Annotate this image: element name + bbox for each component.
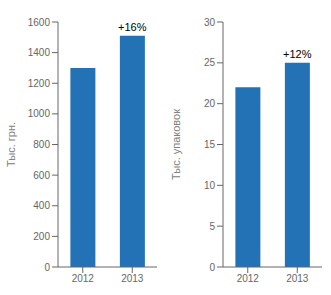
svg-text:Тыс. грн.: Тыс. грн. xyxy=(8,122,17,167)
svg-text:15: 15 xyxy=(204,139,216,150)
svg-text:+12%: +12% xyxy=(283,48,312,60)
svg-text:600: 600 xyxy=(33,170,50,181)
svg-text:2013: 2013 xyxy=(286,273,309,284)
svg-text:2012: 2012 xyxy=(237,273,260,284)
svg-text:0: 0 xyxy=(44,262,50,273)
svg-text:800: 800 xyxy=(33,139,50,150)
svg-text:Тыс. упаковок: Тыс. упаковок xyxy=(170,109,182,180)
svg-text:0: 0 xyxy=(209,262,215,273)
svg-text:1200: 1200 xyxy=(28,78,51,89)
svg-text:10: 10 xyxy=(204,180,216,191)
svg-text:400: 400 xyxy=(33,200,50,211)
svg-text:1000: 1000 xyxy=(28,108,51,119)
svg-text:1600: 1600 xyxy=(28,17,51,28)
svg-text:30: 30 xyxy=(204,17,216,28)
svg-text:200: 200 xyxy=(33,231,50,242)
svg-text:5: 5 xyxy=(209,221,215,232)
svg-text:2012: 2012 xyxy=(72,273,95,284)
svg-text:2013: 2013 xyxy=(121,273,144,284)
svg-text:25: 25 xyxy=(204,57,216,68)
svg-text:1400: 1400 xyxy=(28,47,51,58)
svg-text:+16%: +16% xyxy=(118,21,147,33)
svg-text:20: 20 xyxy=(204,98,216,109)
